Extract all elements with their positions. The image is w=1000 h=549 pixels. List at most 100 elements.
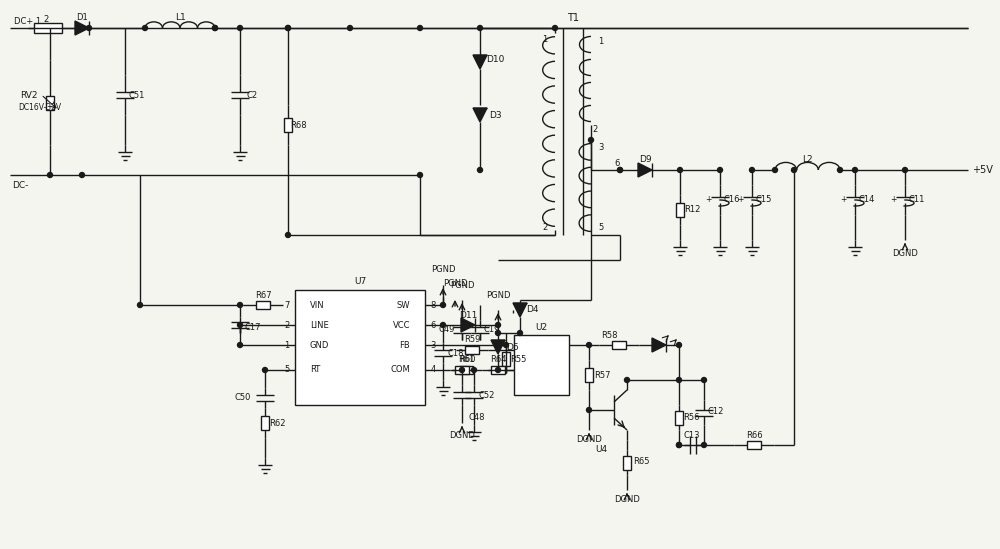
Circle shape: [852, 167, 858, 172]
Circle shape: [676, 442, 682, 447]
Bar: [459, 366, 473, 374]
Text: 2: 2: [542, 222, 548, 232]
Text: FB: FB: [399, 340, 410, 350]
Text: LINE: LINE: [310, 321, 329, 329]
Circle shape: [440, 302, 446, 307]
Text: R56: R56: [683, 413, 699, 423]
Text: L1: L1: [175, 14, 185, 23]
Bar: [675, 411, 683, 424]
Bar: [256, 301, 270, 309]
Text: C11: C11: [909, 195, 925, 204]
Bar: [491, 366, 505, 374]
Circle shape: [588, 137, 594, 143]
Circle shape: [676, 343, 682, 348]
Text: U7: U7: [354, 277, 366, 287]
Circle shape: [48, 172, 52, 177]
Text: DC-: DC-: [12, 181, 28, 189]
Text: D6: D6: [506, 343, 518, 351]
Text: DGND: DGND: [892, 249, 918, 257]
Circle shape: [472, 367, 477, 373]
Circle shape: [496, 367, 501, 373]
Circle shape: [772, 167, 778, 172]
Text: R64: R64: [490, 356, 506, 365]
Text: +5V: +5V: [972, 165, 993, 175]
Circle shape: [87, 25, 92, 31]
Circle shape: [238, 25, 242, 31]
Bar: [261, 416, 269, 430]
Text: 7: 7: [284, 300, 290, 310]
Circle shape: [678, 167, 682, 172]
Polygon shape: [75, 21, 89, 35]
Text: C12: C12: [708, 407, 724, 417]
Circle shape: [718, 167, 722, 172]
Text: SW: SW: [396, 300, 410, 310]
Text: 1: 1: [598, 36, 604, 46]
Circle shape: [518, 330, 522, 335]
Bar: [284, 118, 292, 132]
Text: R59: R59: [464, 335, 480, 345]
Text: R61: R61: [458, 356, 474, 365]
Circle shape: [552, 25, 558, 31]
Text: 8: 8: [430, 300, 436, 310]
Text: 5: 5: [598, 222, 604, 232]
Text: 2: 2: [284, 321, 290, 329]
Text: PGND: PGND: [486, 290, 510, 300]
Circle shape: [138, 302, 143, 307]
Bar: [747, 441, 761, 449]
Circle shape: [262, 367, 268, 373]
Text: VCC: VCC: [392, 321, 410, 329]
Circle shape: [792, 167, 796, 172]
Text: R66: R66: [746, 430, 762, 440]
Circle shape: [212, 25, 218, 31]
Circle shape: [418, 25, 422, 31]
Polygon shape: [491, 340, 505, 354]
Circle shape: [676, 442, 682, 447]
Bar: [465, 346, 479, 354]
Text: C19: C19: [484, 326, 500, 334]
Text: D1: D1: [76, 14, 88, 23]
Text: 3: 3: [598, 143, 604, 153]
Bar: [676, 203, 684, 217]
Text: L2: L2: [802, 155, 813, 165]
Text: +: +: [890, 194, 896, 204]
Text: 5: 5: [284, 366, 290, 374]
Text: VIN: VIN: [310, 300, 325, 310]
Circle shape: [80, 172, 84, 177]
Circle shape: [496, 330, 501, 335]
Circle shape: [750, 167, 755, 172]
Text: C50: C50: [235, 394, 251, 402]
Text: U4: U4: [595, 445, 607, 455]
Text: RV2: RV2: [20, 91, 38, 99]
Circle shape: [496, 322, 501, 328]
Text: D10: D10: [486, 55, 504, 64]
Polygon shape: [473, 108, 487, 122]
Text: DC16V-32V: DC16V-32V: [18, 104, 61, 113]
Text: 3: 3: [430, 340, 436, 350]
Text: D9: D9: [639, 155, 651, 165]
Text: R57: R57: [594, 371, 610, 379]
Text: D11: D11: [459, 311, 477, 320]
Polygon shape: [513, 303, 527, 317]
Text: DGND: DGND: [576, 435, 602, 445]
Bar: [623, 456, 631, 469]
Text: +: +: [705, 194, 711, 204]
Text: R12: R12: [684, 205, 700, 215]
Text: R68: R68: [290, 120, 306, 130]
Text: PGND: PGND: [431, 266, 455, 274]
Bar: [34, 23, 62, 33]
Text: DGND: DGND: [449, 430, 475, 440]
Bar: [514, 335, 569, 395]
Text: C49: C49: [439, 326, 455, 334]
Text: C13: C13: [683, 430, 700, 440]
Circle shape: [618, 167, 622, 172]
Polygon shape: [638, 163, 652, 177]
Circle shape: [586, 343, 592, 348]
Text: C2: C2: [246, 91, 258, 99]
Circle shape: [212, 25, 218, 31]
Text: R65: R65: [633, 457, 649, 467]
Text: +: +: [737, 194, 743, 204]
Text: D4: D4: [526, 305, 538, 315]
Circle shape: [676, 378, 682, 383]
Text: 6: 6: [614, 159, 620, 167]
Bar: [612, 341, 626, 349]
